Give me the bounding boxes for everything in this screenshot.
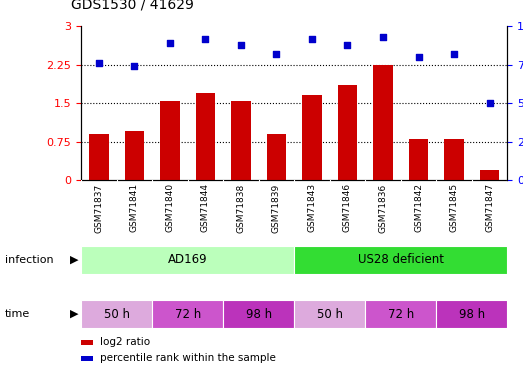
Bar [373,64,393,180]
Point [308,36,316,42]
Point [166,40,174,46]
Bar [81,300,152,328]
Text: GSM71836: GSM71836 [379,183,388,232]
Text: infection: infection [5,255,54,265]
Text: ▶: ▶ [70,309,78,319]
Text: 98 h: 98 h [246,308,272,321]
Text: 72 h: 72 h [175,308,201,321]
Point [379,34,387,40]
Bar [81,246,294,274]
Bar [152,300,223,328]
Bar [223,300,294,328]
Text: US28 deficient: US28 deficient [358,253,444,266]
Text: GDS1530 / 41629: GDS1530 / 41629 [71,0,194,11]
Text: 72 h: 72 h [388,308,414,321]
Text: percentile rank within the sample: percentile rank within the sample [100,353,276,363]
Bar [338,85,357,180]
Point [272,51,281,57]
Text: GSM71838: GSM71838 [236,183,245,232]
Text: log2 ratio: log2 ratio [100,337,151,347]
Bar [160,100,179,180]
Bar [409,139,428,180]
Point [485,100,494,106]
Text: GSM71839: GSM71839 [272,183,281,232]
Text: GSM71844: GSM71844 [201,183,210,232]
Bar [124,131,144,180]
Point [130,63,139,69]
Bar [231,100,251,180]
Bar [81,356,93,361]
Text: GSM71840: GSM71840 [165,183,174,232]
Point [201,36,210,42]
Text: 50 h: 50 h [104,308,130,321]
Text: GSM71846: GSM71846 [343,183,352,232]
Text: GSM71847: GSM71847 [485,183,494,232]
Bar [196,93,215,180]
Bar [294,246,507,274]
Text: 98 h: 98 h [459,308,485,321]
Text: 50 h: 50 h [317,308,343,321]
Point [450,51,458,57]
Bar [89,134,109,180]
Bar [267,134,286,180]
Text: ▶: ▶ [70,255,78,265]
Text: GSM71845: GSM71845 [450,183,459,232]
Text: AD169: AD169 [168,253,208,266]
Text: GSM71842: GSM71842 [414,183,423,232]
Point [237,42,245,48]
Bar [436,300,507,328]
Text: GSM71837: GSM71837 [94,183,104,232]
Text: time: time [5,309,30,319]
Text: GSM71841: GSM71841 [130,183,139,232]
Point [414,54,423,60]
Bar [365,300,436,328]
Bar [81,340,93,345]
Point [343,42,351,48]
Bar [444,139,464,180]
Text: GSM71843: GSM71843 [308,183,316,232]
Bar [480,170,499,180]
Point [95,60,103,66]
Bar [302,96,322,180]
Bar [294,300,365,328]
